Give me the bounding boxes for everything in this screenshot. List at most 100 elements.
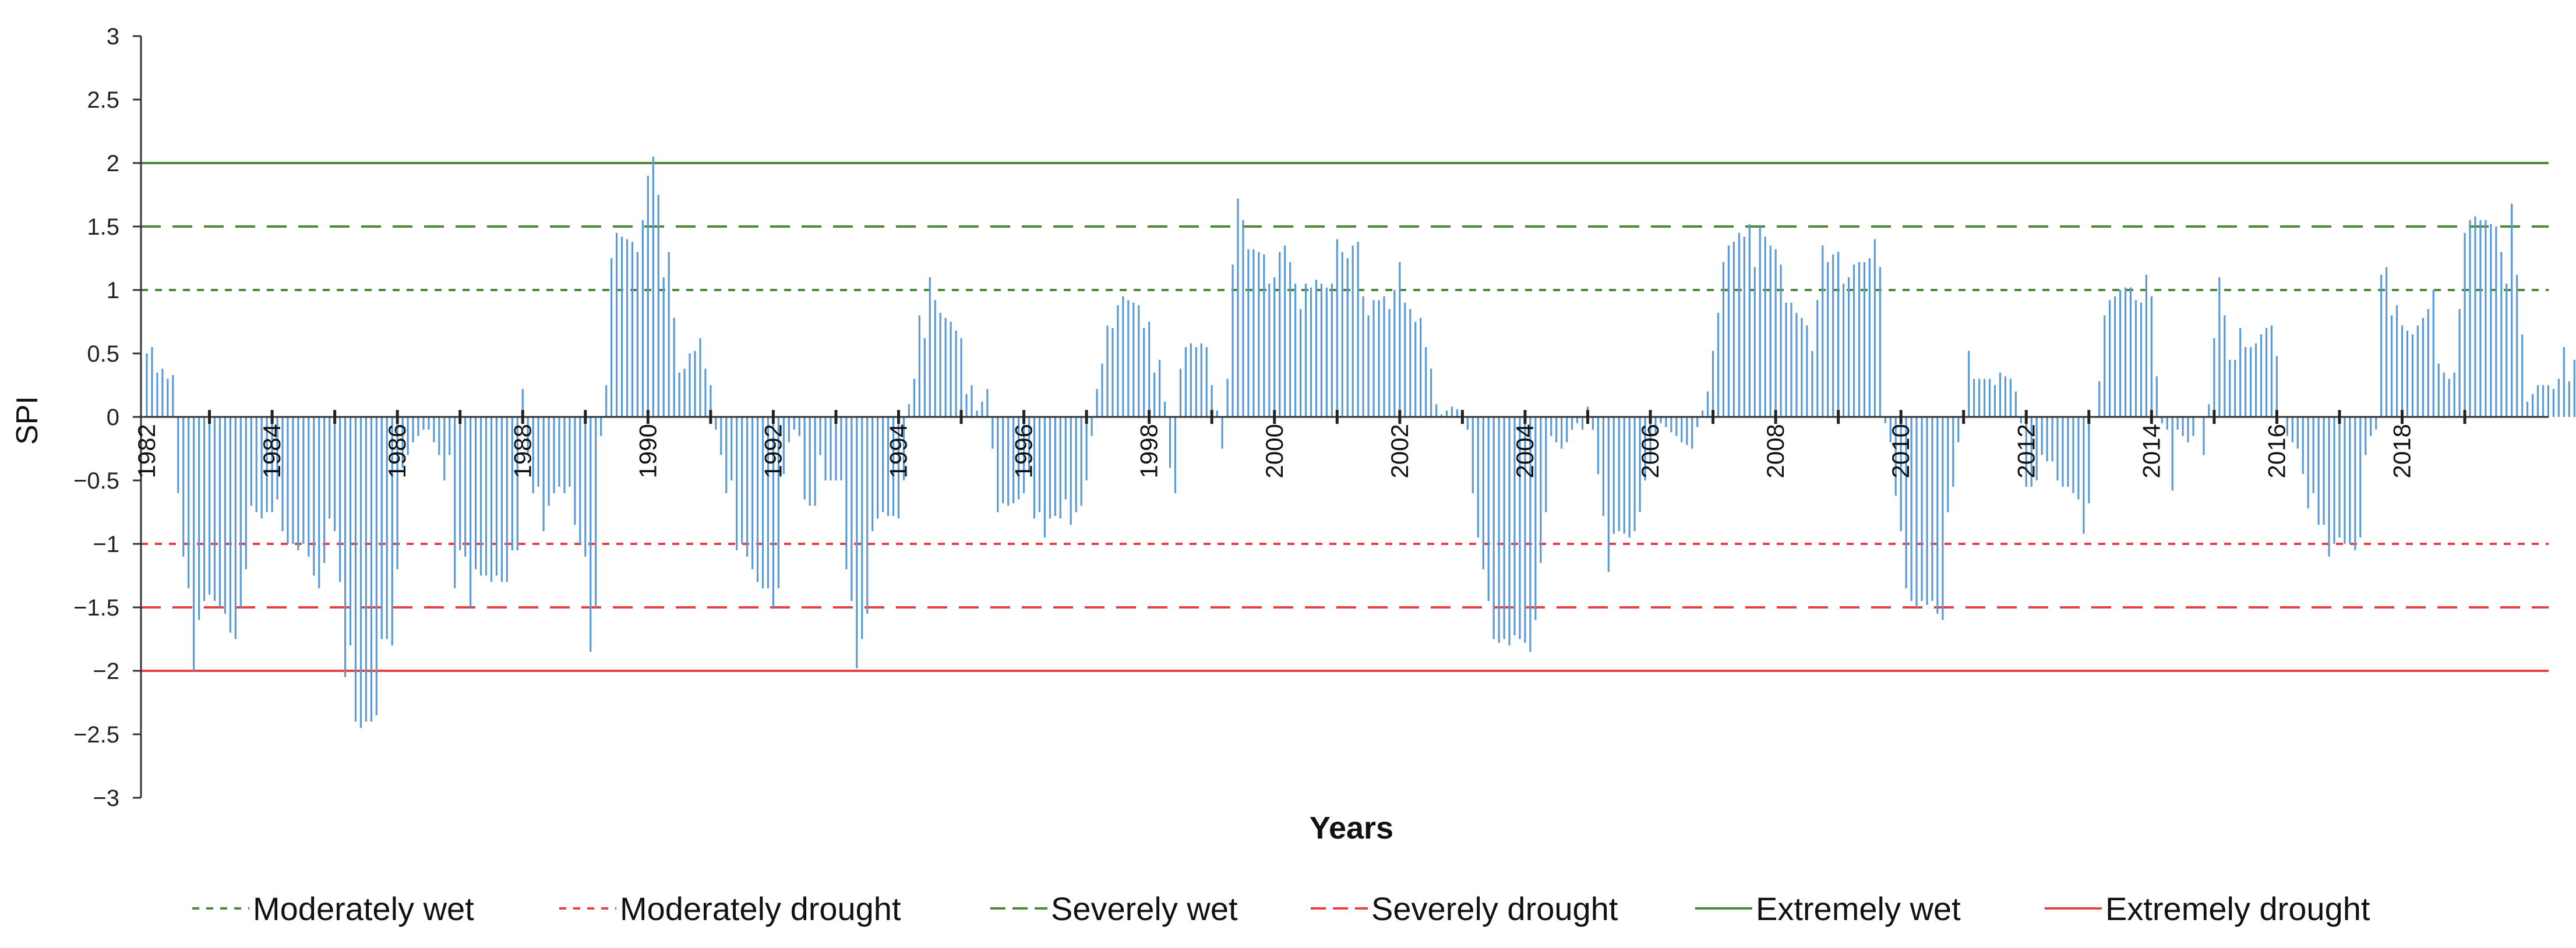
bar	[1430, 369, 1432, 417]
bar	[359, 417, 362, 728]
bar	[2511, 203, 2513, 417]
bar	[2067, 417, 2069, 487]
bar	[1357, 242, 1359, 417]
bar	[2182, 417, 2184, 436]
x-tick-label: 2012	[2012, 424, 2039, 478]
bar	[433, 417, 435, 443]
bar	[1602, 417, 1604, 517]
bar	[454, 417, 456, 589]
bar	[2401, 326, 2404, 417]
bar	[1879, 267, 1881, 417]
bar	[2432, 290, 2434, 417]
bar	[1383, 296, 1385, 417]
bar	[2552, 389, 2555, 417]
bar	[1242, 220, 1244, 417]
bar	[2370, 417, 2372, 436]
bar	[1790, 302, 1792, 417]
bar	[756, 417, 759, 582]
bar	[438, 417, 440, 455]
bar	[997, 417, 999, 512]
x-tick-label: 1990	[634, 424, 661, 478]
bar	[1022, 417, 1025, 493]
bar	[266, 417, 268, 512]
bar	[1843, 284, 1845, 417]
y-axis-label: SPI	[10, 396, 44, 445]
bar	[2333, 417, 2335, 544]
bar	[2140, 302, 2143, 417]
bar	[1122, 296, 1124, 417]
bar	[375, 417, 377, 716]
bar	[2416, 326, 2419, 417]
bar	[2208, 404, 2210, 417]
bar	[1785, 302, 1787, 417]
bar	[1200, 343, 1202, 417]
bar	[788, 417, 790, 443]
bar	[1727, 245, 1730, 417]
bar	[1550, 417, 1552, 436]
x-tick-label: 1986	[383, 424, 411, 478]
bar	[521, 389, 524, 417]
bar	[2166, 417, 2168, 430]
axes	[133, 35, 2549, 799]
x-tick-labels: 1982 1984 1986 1988 1990 1992 1994 1996 1998 2000…	[133, 424, 2416, 478]
bar	[1618, 417, 1620, 532]
bar	[2302, 417, 2304, 475]
bar	[470, 417, 472, 607]
bar	[741, 417, 743, 544]
x-tick-label: 1982	[133, 424, 160, 478]
bar	[1576, 417, 1579, 423]
bar	[1780, 264, 1782, 417]
bar	[657, 194, 659, 417]
x-tick-label: 2008	[1762, 424, 1789, 478]
bar	[1968, 351, 1970, 417]
bar	[1393, 290, 1396, 417]
bar	[1592, 417, 1594, 430]
bar	[1696, 417, 1699, 427]
bar	[1216, 411, 1218, 417]
bar	[1472, 417, 1474, 493]
bar	[694, 351, 696, 417]
bar	[1404, 302, 1406, 417]
bar	[1096, 389, 1098, 417]
bar	[1367, 315, 1370, 417]
bar	[459, 417, 461, 550]
bar	[1717, 313, 1720, 417]
y-tick-label: 1	[107, 278, 119, 303]
bar	[1952, 417, 1954, 487]
bar	[2500, 252, 2503, 417]
bar	[2145, 274, 2147, 417]
bar	[1289, 262, 1291, 417]
bar	[1247, 249, 1250, 417]
bar	[1675, 417, 1678, 436]
bar	[2406, 330, 2409, 417]
bar	[929, 277, 931, 417]
bar	[475, 417, 477, 569]
bar	[1159, 359, 1161, 417]
bar	[1205, 347, 1208, 417]
bar	[224, 417, 227, 614]
bar	[1571, 417, 1573, 430]
bar	[918, 315, 920, 417]
bar	[2542, 385, 2545, 417]
bar	[490, 417, 493, 582]
bar	[2203, 417, 2205, 455]
bar	[2411, 334, 2414, 417]
bar	[725, 417, 728, 493]
legend-label: Moderately wet	[253, 890, 474, 927]
bar	[2155, 376, 2158, 417]
bar	[500, 417, 503, 582]
bar	[1681, 417, 1683, 443]
bar	[1524, 417, 1526, 643]
bar	[819, 417, 821, 455]
y-tick-label: 2	[107, 151, 119, 176]
y-tick-label: −2.5	[73, 722, 119, 748]
bar	[1581, 417, 1584, 430]
bar	[146, 353, 148, 417]
bar	[1947, 417, 1949, 512]
bar	[287, 417, 289, 544]
y-tick-label: −0.5	[73, 468, 119, 494]
bar	[1002, 417, 1004, 504]
bar	[1545, 417, 1547, 512]
bar	[2317, 417, 2320, 525]
bar	[2192, 417, 2194, 436]
